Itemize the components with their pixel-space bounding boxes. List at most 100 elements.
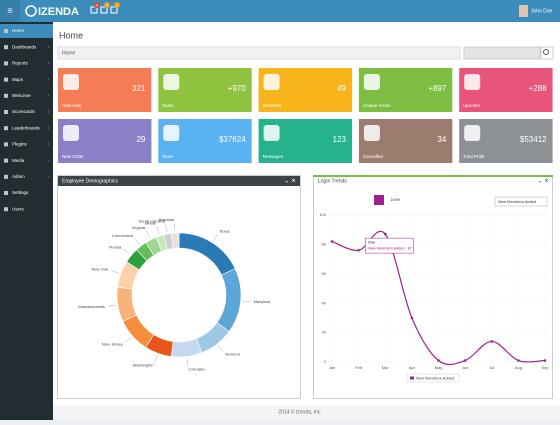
line-point[interactable]	[410, 316, 414, 320]
search-icon	[543, 49, 549, 55]
logo-icon	[25, 5, 37, 17]
tile-icon	[363, 74, 380, 90]
x-tick-label: Jan	[329, 365, 335, 370]
nav-icon[interactable]	[110, 6, 118, 14]
legend-swatch	[410, 376, 414, 380]
leader-line	[218, 345, 224, 353]
nav-icon	[4, 110, 8, 114]
x-tick-label: May	[435, 365, 443, 370]
tile-icon	[163, 125, 180, 141]
badge-count: 1	[116, 2, 119, 7]
segment-label: Vermont	[225, 351, 241, 356]
nav-item[interactable]: Users	[12, 206, 25, 211]
leader-line	[242, 300, 251, 302]
segment-label: Colorado	[188, 366, 205, 371]
tile-value: +288	[529, 84, 548, 93]
avatar[interactable]	[519, 5, 528, 17]
selector[interactable]	[494, 196, 548, 207]
line-point[interactable]	[437, 359, 440, 362]
x-tick-label: Apr	[409, 365, 416, 370]
menu-toggle[interactable]	[0, 0, 20, 22]
tile-icon	[263, 125, 280, 141]
line-point[interactable]	[463, 359, 467, 362]
selector-label[interactable]: New Members Added	[498, 199, 536, 204]
y-tick-label: 0	[324, 359, 327, 364]
leader-line	[154, 355, 158, 363]
nav-item[interactable]: Welcome	[12, 93, 31, 98]
tile-value: 123	[333, 135, 347, 144]
badge	[114, 2, 120, 8]
nav-icon	[4, 29, 8, 33]
leader-line	[213, 234, 218, 242]
line-point[interactable]	[330, 240, 334, 243]
nav-item[interactable]: Maps	[12, 77, 24, 82]
user-name[interactable]: John Doe	[531, 8, 553, 14]
tile-value: 49	[337, 84, 346, 93]
leader-line	[146, 230, 151, 239]
logo: IZENDA	[38, 6, 79, 18]
tile-label: Overview	[263, 103, 283, 108]
line-point[interactable]	[543, 359, 547, 362]
legend-label: New Members Added	[416, 375, 454, 380]
segment-label: Maryland	[254, 299, 270, 304]
menu-icon: ≡	[7, 5, 12, 15]
leader-line	[124, 337, 132, 343]
line-point[interactable]	[490, 340, 494, 343]
leader-line	[165, 224, 168, 233]
search-button[interactable]	[540, 46, 554, 60]
nav-icon	[4, 191, 8, 195]
nav-caret: ‹	[48, 158, 50, 164]
segment-label: South Carolina	[138, 218, 165, 223]
tile-icon	[263, 74, 280, 90]
x-tick-label: Sep	[541, 365, 549, 370]
tile-label: Cancelled	[363, 154, 384, 159]
nav-icon[interactable]	[100, 6, 108, 14]
x-tick-label: Jun	[462, 365, 468, 370]
nav-icon	[4, 45, 8, 50]
x-tick-label: Feb	[355, 365, 363, 370]
nav-item[interactable]: Media	[12, 158, 25, 163]
nav-item[interactable]: Dashboards	[12, 44, 37, 49]
nav-caret: ‹	[48, 93, 50, 99]
y-tick-label: 60	[322, 271, 327, 276]
line-point[interactable]	[383, 232, 387, 236]
panel-accent	[313, 175, 553, 177]
nav-item[interactable]: Leaderboards	[12, 125, 41, 130]
tile-label: Sales	[162, 103, 174, 108]
top-bar	[0, 0, 560, 22]
leader-line	[134, 237, 140, 245]
nav-item[interactable]: Reports	[12, 61, 29, 66]
badge-count: 5	[106, 2, 109, 7]
leader-line	[156, 226, 160, 235]
tile-label: Store	[162, 154, 173, 159]
nav-item[interactable]: Settings	[12, 190, 29, 195]
breadcrumb-bar	[57, 46, 461, 60]
nav-icon	[4, 142, 8, 147]
tile-icon	[363, 125, 380, 141]
segment-label: Virginia	[132, 225, 146, 230]
line-point[interactable]	[517, 359, 520, 362]
panel-controls[interactable]: ⌄ ✕	[537, 179, 549, 185]
search-input[interactable]	[463, 46, 541, 60]
line-point[interactable]	[357, 248, 360, 252]
tile-value: $53412	[520, 135, 547, 144]
nav-icon[interactable]	[90, 6, 98, 14]
panel	[57, 175, 301, 399]
panel-controls[interactable]: ⌄ ✕	[284, 179, 296, 185]
tooltip-title: Mar	[368, 240, 376, 245]
nav-item[interactable]: Plugins	[12, 142, 28, 147]
nav-item[interactable]: Home	[12, 28, 25, 33]
tile-value: $37624	[219, 135, 246, 144]
nav-item[interactable]: Admin	[12, 174, 25, 179]
x-tick-label: Mar	[382, 365, 390, 370]
badge	[104, 2, 110, 8]
nav-item[interactable]: Scorecards	[12, 109, 36, 114]
nav-icon	[4, 126, 8, 131]
x-tick-label: Aug	[515, 365, 522, 370]
nav-caret: ‹	[48, 45, 50, 51]
y-tick-label: 80	[322, 241, 327, 246]
y-tick-label: 100	[319, 212, 326, 217]
badge	[94, 2, 100, 8]
tile-icon	[163, 74, 180, 90]
footer: 2014 © Izenda, Inc.	[278, 408, 321, 415]
